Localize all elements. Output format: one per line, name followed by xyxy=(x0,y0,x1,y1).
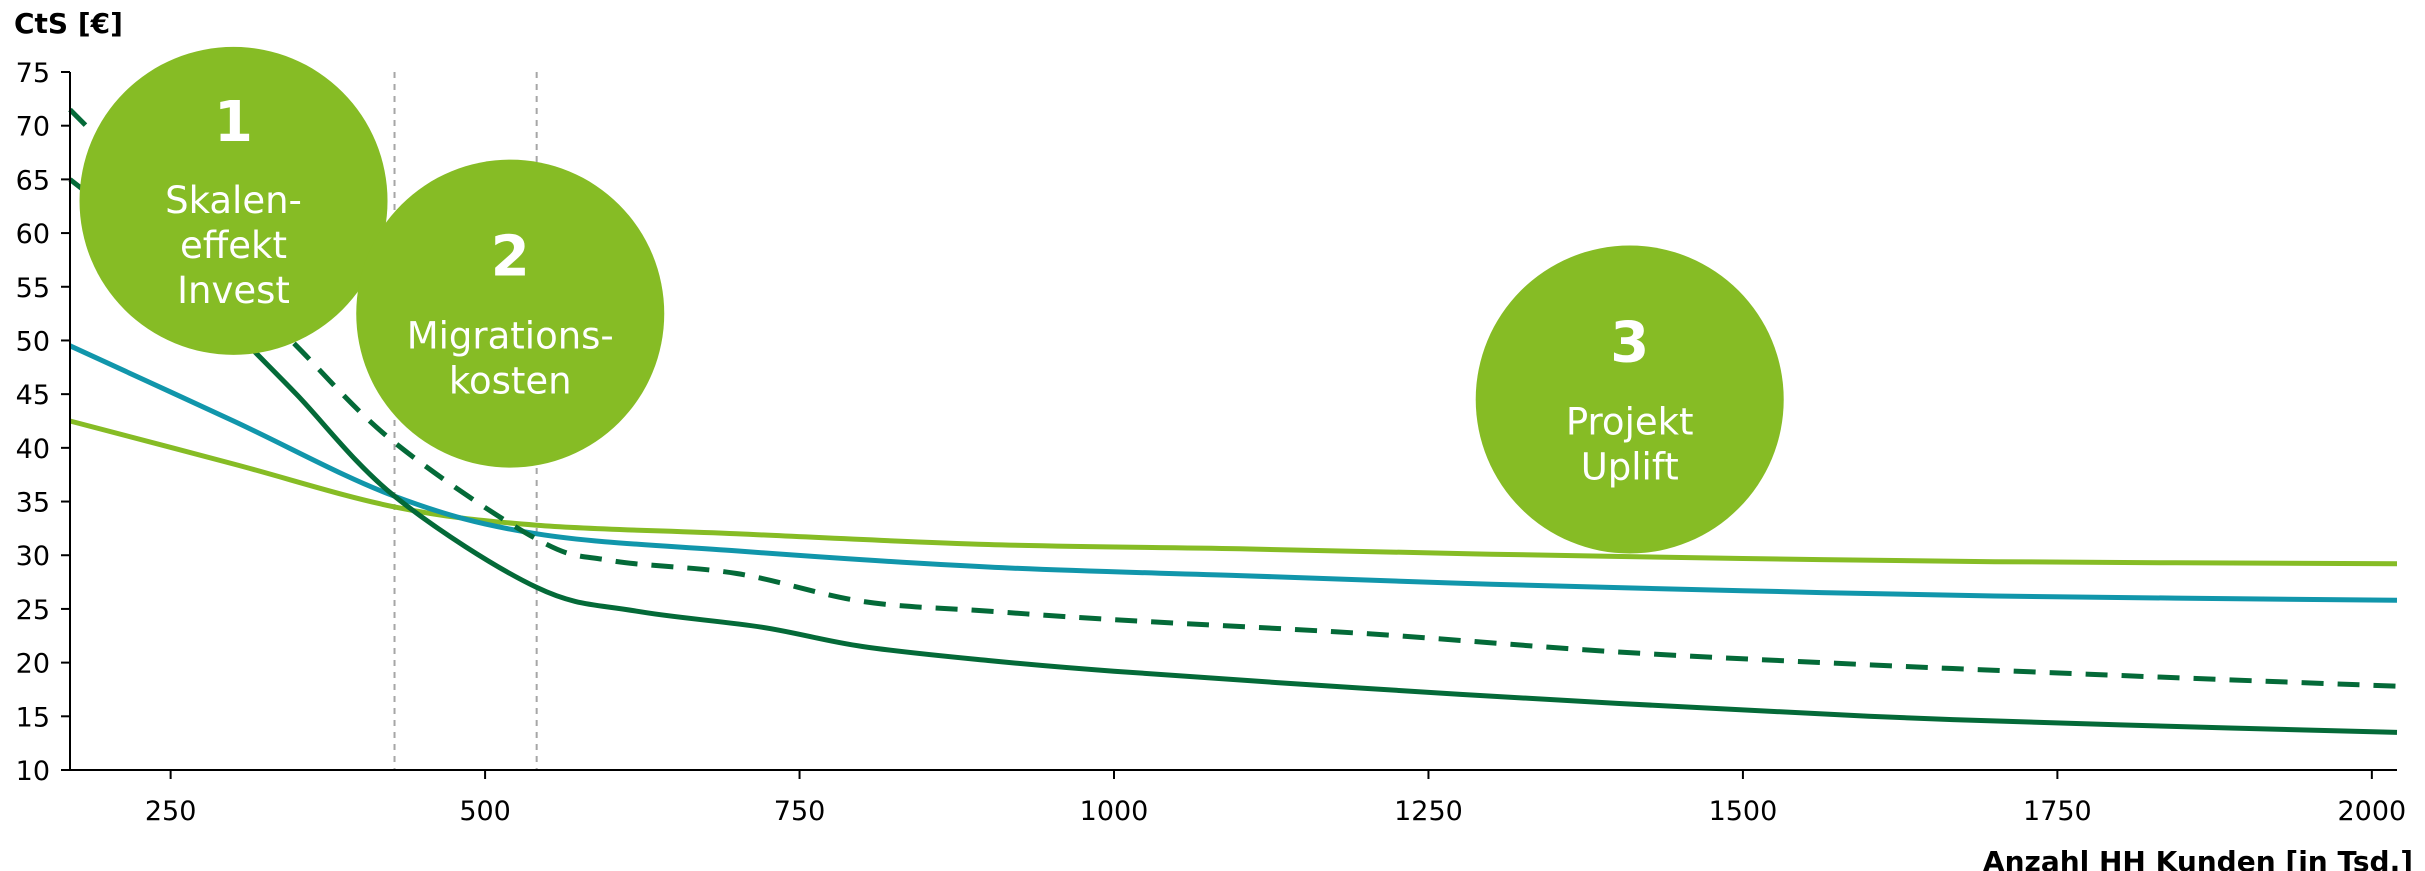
bubble-text-line: Projekt xyxy=(1566,401,1694,444)
y-tick-label: 35 xyxy=(16,488,50,519)
y-tick-label: 55 xyxy=(16,273,50,304)
x-tick-label: 1500 xyxy=(1709,796,1778,827)
series-line-1 xyxy=(69,418,2398,567)
annotation-bubble-2: 2 Migrations-kosten xyxy=(356,159,665,468)
y-tick-label: 10 xyxy=(16,756,50,787)
series-layer xyxy=(68,107,2398,735)
bubble-text-line: Uplift xyxy=(1581,446,1679,489)
axes xyxy=(69,72,2397,771)
y-tick-label: 75 xyxy=(16,58,50,89)
x-axis-ticks: 250 500 750 1000 1250 1500 1750 2000 xyxy=(145,770,2406,827)
y-tick-label: 20 xyxy=(16,649,50,680)
x-tick-label: 250 xyxy=(145,796,197,827)
x-tick-label: 750 xyxy=(774,796,826,827)
y-tick-label: 15 xyxy=(16,702,50,733)
x-tick-label: 500 xyxy=(459,796,511,827)
bubble-circle xyxy=(79,46,388,355)
y-tick-label: 50 xyxy=(16,326,50,357)
y-tick-label: 60 xyxy=(16,219,50,250)
y-tick-label: 70 xyxy=(16,112,50,143)
bubble-number: 1 xyxy=(214,90,253,155)
y-tick-label: 65 xyxy=(16,165,50,196)
bubble-text-line: kosten xyxy=(449,360,572,403)
bubble-text-line: Migrations- xyxy=(407,315,614,358)
x-tick-label: 2000 xyxy=(2337,796,2406,827)
bubble-number: 3 xyxy=(1610,311,1649,376)
bubble-text-line: Skalen- xyxy=(165,179,302,222)
y-tick-label: 30 xyxy=(16,541,50,572)
y-tick-label: 45 xyxy=(16,380,50,411)
bubble-circle xyxy=(1475,245,1784,554)
bubble-text-line: Invest xyxy=(177,269,290,312)
bubble-text-line: effekt xyxy=(180,224,287,267)
y-tick-label: 25 xyxy=(16,595,50,626)
series-line-4 xyxy=(68,177,2398,735)
series-line-2 xyxy=(68,343,2398,603)
bubble-number: 2 xyxy=(491,225,530,290)
series-line-3 xyxy=(68,107,2398,689)
y-axis-title: CtS [€] xyxy=(14,7,123,40)
x-tick-label: 1250 xyxy=(1394,796,1463,827)
x-axis-title: Anzahl HH Kunden [in Tsd.] xyxy=(1983,845,2413,871)
bubble-circle xyxy=(356,159,665,468)
y-axis-ticks: 10 15 20 25 30 35 40 45 50 55 60 65 70 75 xyxy=(16,58,70,787)
x-tick-label: 1000 xyxy=(1080,796,1149,827)
x-tick-label: 1750 xyxy=(2023,796,2092,827)
y-tick-label: 40 xyxy=(16,434,50,465)
